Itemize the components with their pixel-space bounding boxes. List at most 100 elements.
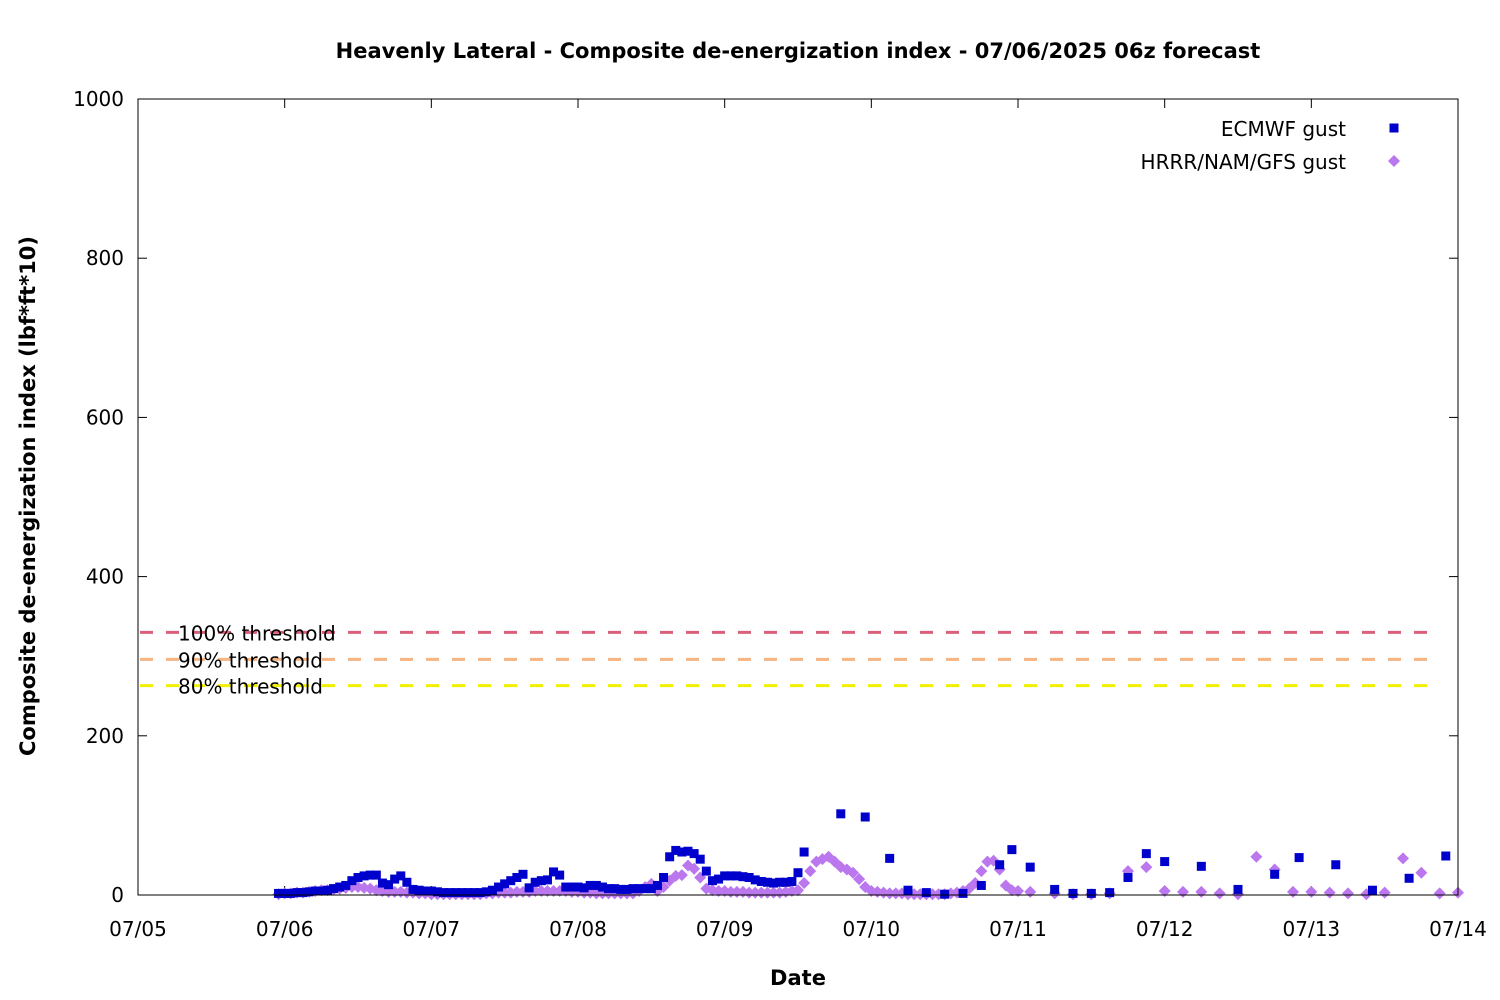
point-0-75 (732, 871, 742, 881)
x-tick-label-7: 07/12 (1136, 917, 1194, 941)
point-0-67 (683, 846, 693, 856)
point-0-48 (567, 882, 577, 892)
point-0-38 (506, 876, 516, 886)
point-0-73 (720, 871, 730, 881)
point-0-111 (1404, 873, 1414, 883)
chart-title: Heavenly Lateral - Composite de-energiza… (336, 39, 1261, 63)
point-0-104 (1160, 857, 1170, 867)
point-0-33 (475, 888, 485, 898)
point-0-60 (640, 884, 650, 894)
x-tick-label-6: 07/11 (989, 917, 1047, 941)
point-0-20 (396, 871, 406, 881)
point-0-27 (439, 888, 449, 898)
point-1-81 (767, 886, 780, 899)
point-0-21 (402, 877, 412, 887)
point-0-88 (860, 812, 870, 822)
point-0-90 (903, 885, 913, 895)
point-1-43 (535, 885, 548, 898)
point-0-68 (689, 849, 699, 859)
point-0-2 (286, 888, 296, 898)
point-0-85 (793, 868, 803, 878)
point-0-109 (1331, 860, 1341, 870)
point-1-95 (853, 873, 866, 886)
x-tick-label-9: 07/14 (1429, 917, 1487, 941)
point-0-16 (371, 870, 381, 880)
point-0-32 (469, 888, 479, 898)
point-0-9 (329, 884, 339, 894)
point-0-17 (377, 878, 387, 888)
point-0-14 (359, 871, 369, 881)
point-0-10 (335, 882, 345, 892)
point-0-15 (365, 870, 375, 880)
point-0-94 (976, 880, 986, 890)
point-0-108 (1294, 853, 1304, 863)
point-1-132 (1213, 887, 1226, 900)
point-0-84 (787, 876, 797, 886)
point-0-49 (573, 882, 583, 892)
point-0-79 (756, 876, 766, 886)
point-0-25 (426, 886, 436, 896)
point-0-51 (585, 880, 595, 890)
point-0-62 (652, 880, 662, 890)
point-0-56 (616, 884, 626, 894)
point-0-83 (781, 877, 791, 887)
point-0-63 (659, 872, 669, 882)
point-0-112 (1441, 851, 1451, 861)
point-0-11 (341, 880, 351, 890)
point-0-12 (347, 876, 357, 886)
point-0-3 (292, 888, 302, 898)
point-0-43 (536, 876, 546, 886)
x-tick-label-3: 07/08 (549, 917, 607, 941)
data-points (272, 809, 1464, 901)
point-0-53 (597, 882, 607, 892)
point-0-82 (775, 877, 785, 887)
point-0-110 (1367, 885, 1377, 895)
point-0-47 (561, 882, 571, 892)
point-1-45 (547, 885, 560, 898)
point-0-7 (316, 886, 326, 896)
point-0-37 (500, 879, 510, 889)
y-tick-label-0: 0 (111, 883, 124, 907)
point-0-77 (744, 872, 754, 882)
point-0-19 (390, 874, 400, 884)
point-0-105 (1196, 861, 1206, 871)
point-0-24 (420, 886, 430, 896)
series-0 (274, 809, 1451, 899)
x-tick-label-5: 07/10 (843, 917, 901, 941)
point-1-94 (847, 866, 859, 879)
point-0-52 (591, 880, 601, 890)
point-0-71 (707, 876, 717, 886)
point-1-72 (712, 885, 725, 898)
point-0-29 (451, 888, 461, 898)
x-tick-label-1: 07/06 (256, 917, 314, 941)
point-0-100 (1086, 888, 1096, 898)
point-0-8 (322, 885, 332, 895)
y-tick-label-1: 200 (86, 724, 124, 748)
point-0-66 (677, 847, 687, 857)
point-0-106 (1233, 884, 1243, 894)
point-0-6 (310, 886, 320, 896)
point-0-92 (940, 889, 950, 899)
point-0-101 (1105, 888, 1115, 898)
point-0-34 (481, 887, 491, 897)
point-0-13 (353, 872, 363, 882)
point-0-76 (738, 872, 748, 882)
point-1-121 (1012, 885, 1024, 898)
y-tick-label-3: 600 (86, 405, 124, 429)
point-0-98 (1050, 884, 1060, 894)
x-tick-label-2: 07/07 (403, 917, 461, 941)
point-0-80 (762, 877, 772, 887)
point-1-144 (1433, 887, 1446, 900)
y-tick-label-4: 800 (86, 246, 124, 270)
point-0-35 (487, 885, 497, 895)
point-1-79 (755, 886, 768, 899)
point-1-101 (889, 887, 902, 900)
point-0-0 (274, 888, 284, 898)
point-0-50 (579, 883, 589, 893)
point-0-78 (750, 875, 760, 885)
y-tick-label-5: 1000 (73, 87, 124, 111)
point-1-66 (675, 869, 688, 882)
point-0-55 (610, 884, 620, 894)
point-0-99 (1068, 888, 1078, 898)
